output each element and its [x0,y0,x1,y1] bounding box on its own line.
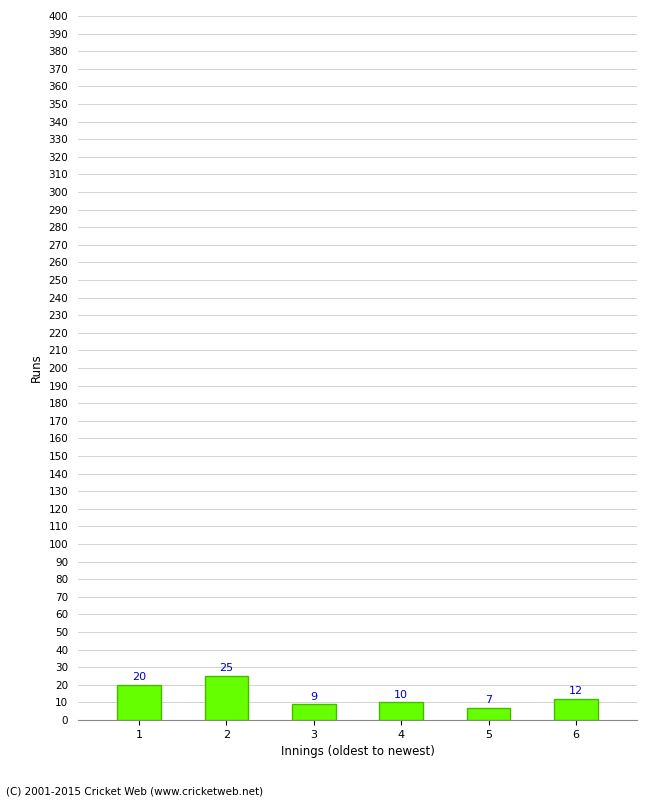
Text: 25: 25 [220,663,233,674]
Text: 12: 12 [569,686,583,696]
Bar [380,702,423,720]
X-axis label: Innings (oldest to newest): Innings (oldest to newest) [281,746,434,758]
Text: 7: 7 [485,695,492,705]
Y-axis label: Runs: Runs [30,354,43,382]
Bar [205,676,248,720]
Text: 10: 10 [394,690,408,700]
Bar [117,685,161,720]
Bar [467,708,510,720]
Text: 9: 9 [310,691,317,702]
Text: (C) 2001-2015 Cricket Web (www.cricketweb.net): (C) 2001-2015 Cricket Web (www.cricketwe… [6,786,264,796]
Text: 20: 20 [132,672,146,682]
Bar [554,699,598,720]
Bar [292,704,335,720]
